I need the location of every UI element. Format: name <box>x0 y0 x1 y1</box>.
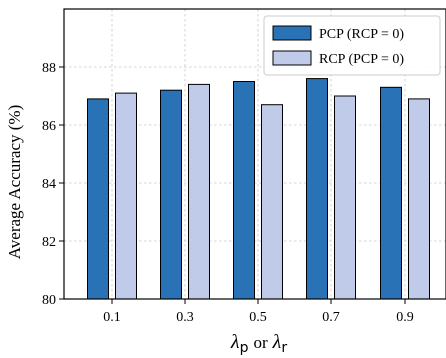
x-tick-label: 0.3 <box>176 310 194 325</box>
y-tick-label: 84 <box>42 177 56 192</box>
legend: PCP (RCP = 0) RCP (PCP = 0) <box>263 15 441 76</box>
bar-rcp-0.3 <box>188 83 210 300</box>
x-axis-label-sub-p: p <box>240 340 249 356</box>
bars <box>87 78 430 300</box>
x-axis-label-connector: or <box>253 333 268 352</box>
bar-pcp-0.5 <box>233 81 255 300</box>
x-tick-label: 0.5 <box>249 310 267 325</box>
y-tick-label: 86 <box>42 119 56 134</box>
bar-pcp-0.3 <box>160 89 182 300</box>
x-axis-label-lambda-r: λ <box>272 331 282 353</box>
x-axis-label-lambda-p: λ <box>230 331 240 353</box>
bar-rcp-0.9 <box>408 98 430 300</box>
bar-rcp-0.1 <box>115 92 137 300</box>
x-axis-label: λp or λr <box>230 331 287 356</box>
legend-swatch-rcp <box>272 50 312 66</box>
bar-rcp-0.5 <box>261 104 283 300</box>
bar-pcp-0.7 <box>306 78 328 300</box>
bar-rcp-0.7 <box>334 95 356 300</box>
bar-pcp-0.1 <box>87 98 109 300</box>
x-tick-label: 0.1 <box>103 310 121 325</box>
y-tick-label: 82 <box>42 235 56 250</box>
y-axis-ticks: 80 82 84 86 88 <box>42 61 64 308</box>
x-tick-label: 0.9 <box>396 310 414 325</box>
x-axis-label-sub-r: r <box>281 340 287 356</box>
legend-swatch-pcp <box>272 25 312 41</box>
bar-pcp-0.9 <box>380 86 402 300</box>
y-axis-label: Average Accuracy (%) <box>5 105 24 259</box>
x-tick-label: 0.7 <box>322 310 340 325</box>
y-tick-label: 88 <box>42 61 56 76</box>
legend-label-pcp: PCP (RCP = 0) <box>319 27 404 42</box>
legend-label-rcp: RCP (PCP = 0) <box>319 52 404 67</box>
y-tick-label: 80 <box>42 293 56 308</box>
plot-frame <box>63 8 446 300</box>
x-axis-ticks: 0.1 0.3 0.5 0.7 0.9 <box>103 299 414 325</box>
